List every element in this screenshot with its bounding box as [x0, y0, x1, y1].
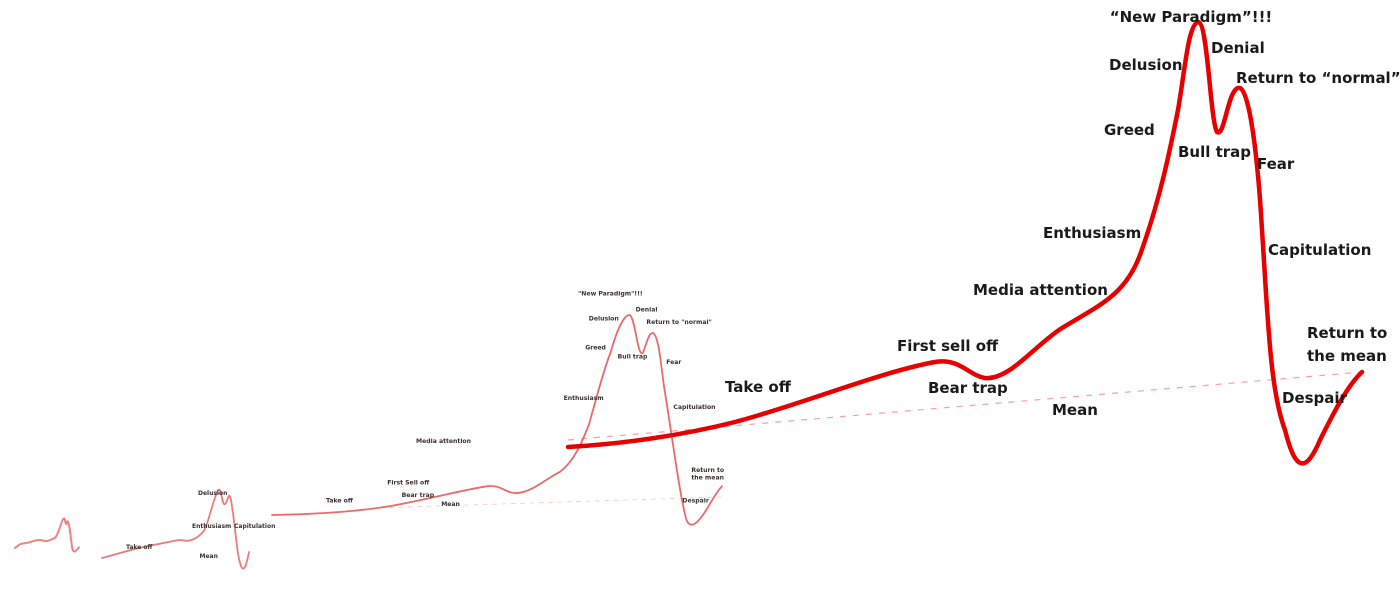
- main-label-bear-trap: Bear trap: [928, 379, 1008, 397]
- copy-2-label-take-off: Take off: [126, 544, 152, 551]
- copy-3-label-despair: Despair: [682, 497, 708, 504]
- main-label-denial: Denial: [1211, 39, 1265, 57]
- copy-3-label-capitulation: Capitulation: [673, 404, 715, 411]
- main-label-fear: Fear: [1257, 155, 1295, 173]
- main-label-delusion: Delusion: [1109, 56, 1183, 74]
- copy-3-label-delusion: Delusion: [589, 316, 619, 323]
- main-label-take-off: Take off: [725, 378, 792, 396]
- copy-3-label-media: Media attention: [416, 438, 471, 445]
- main-label-first-sell-off: First sell off: [897, 337, 999, 355]
- copy-3-label-greed: Greed: [585, 344, 606, 351]
- copy-3-label-return-mean-2: the mean: [691, 475, 724, 482]
- copy-2-curve: [101, 488, 250, 570]
- copy-3-label-bear-trap: Bear trap: [402, 492, 435, 499]
- main-label-despair: Despair: [1282, 389, 1348, 407]
- copy-2-label-mean: Mean: [200, 553, 218, 560]
- copy-2-label-capitulation: Capitulation: [234, 523, 275, 530]
- copy-3-label-first-sell-off: First Sell off: [387, 479, 429, 486]
- main-label-greed: Greed: [1104, 121, 1155, 139]
- bubble-curve-copy-3: "New Paradigm"!!! Delusion Denial Return…: [271, 290, 724, 526]
- copy-3-label-return-normal: Return to "normal": [646, 319, 711, 326]
- copy-3-label-take-off: Take off: [326, 497, 353, 504]
- bubble-curve-copy-2: Enthusiasm Delusion Take off Capitulatio…: [101, 488, 275, 570]
- main-label-mean: Mean: [1052, 401, 1098, 419]
- copy-2-label-enthusiasm: Enthusiasm: [192, 523, 231, 530]
- copy-3-curve: [271, 314, 723, 526]
- copy-1-curve: [14, 517, 80, 553]
- main-label-capitulation: Capitulation: [1268, 241, 1371, 259]
- copy-3-label-fear: Fear: [666, 359, 681, 366]
- copy-2-label-delusion: Delusion: [198, 490, 227, 497]
- main-label-return-to-the-mean-2: the mean: [1307, 347, 1387, 365]
- copy-3-mean-line: [379, 496, 723, 509]
- copy-3-label-bull-trap: Bull trap: [618, 353, 648, 360]
- copy-3-label-enthusiasm: Enthusiasm: [564, 395, 604, 402]
- main-label-return-to-the-mean-1: Return to: [1307, 324, 1387, 342]
- main-label-enthusiasm: Enthusiasm: [1043, 224, 1141, 242]
- main-label-media-attention: Media attention: [973, 281, 1108, 299]
- main-label-bull-trap: Bull trap: [1178, 143, 1251, 161]
- bubble-curve-copy-1: [14, 517, 80, 553]
- copy-3-label-return-mean-1: Return to: [691, 467, 724, 474]
- copy-3-label-mean: Mean: [441, 501, 460, 508]
- bubble-curve-main: “New Paradigm”!!! Denial Delusion Return…: [565, 8, 1400, 466]
- copy-3-label-denial: Denial: [636, 307, 658, 314]
- copy-3-label-new-paradigm: "New Paradigm"!!!: [578, 290, 643, 297]
- main-label-return-to-normal: Return to “normal”: [1236, 69, 1400, 87]
- main-label-new-paradigm: “New Paradigm”!!!: [1110, 8, 1273, 26]
- main-curve: [565, 19, 1365, 466]
